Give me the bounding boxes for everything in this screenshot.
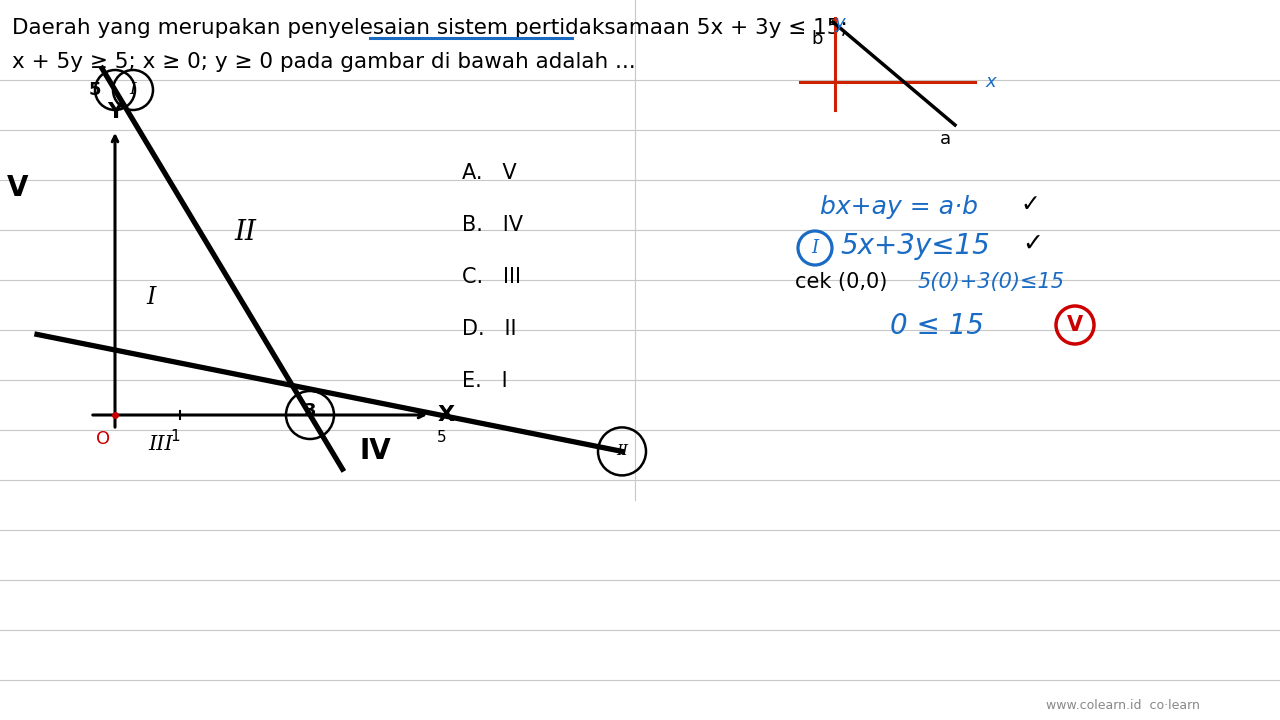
Text: 0 ≤ 15: 0 ≤ 15	[890, 312, 984, 340]
Text: E.   I: E. I	[462, 371, 508, 391]
Text: 5: 5	[438, 430, 447, 445]
Text: IV: IV	[360, 437, 390, 464]
Text: I: I	[129, 81, 136, 99]
Text: I: I	[146, 287, 155, 310]
Text: ✓: ✓	[1020, 192, 1039, 216]
Text: A.   V: A. V	[462, 163, 517, 183]
Text: D.   II: D. II	[462, 319, 517, 339]
Text: ✓: ✓	[1021, 232, 1043, 256]
Text: x + 5y ≥ 5; x ≥ 0; y ≥ 0 pada gambar di bawah adalah ...: x + 5y ≥ 5; x ≥ 0; y ≥ 0 pada gambar di …	[12, 52, 636, 72]
Text: X: X	[438, 405, 456, 425]
Text: II: II	[616, 444, 628, 459]
Text: C.   III: C. III	[462, 267, 521, 287]
Text: II: II	[234, 220, 256, 246]
Text: B.   IV: B. IV	[462, 215, 524, 235]
Text: III: III	[148, 435, 173, 454]
Text: bx+ay = a·b: bx+ay = a·b	[820, 195, 978, 219]
Text: V: V	[6, 174, 28, 202]
Text: 5: 5	[88, 81, 101, 99]
Text: x: x	[986, 73, 996, 91]
Text: 1: 1	[170, 429, 179, 444]
Text: 5x+3y≤15: 5x+3y≤15	[840, 232, 989, 260]
Text: I: I	[812, 239, 819, 257]
Text: Y: Y	[108, 102, 123, 122]
Text: www.colearn.id  co·learn: www.colearn.id co·learn	[1046, 699, 1201, 712]
Text: 5(0)+3(0)≤15: 5(0)+3(0)≤15	[918, 272, 1065, 292]
Text: y: y	[835, 14, 845, 32]
Text: 3: 3	[303, 402, 316, 420]
Text: b: b	[812, 30, 823, 48]
Text: cek (0,0): cek (0,0)	[795, 272, 887, 292]
Text: a: a	[940, 130, 951, 148]
Text: O: O	[96, 430, 110, 448]
Text: Daerah yang merupakan penyelesaian sistem pertidaksamaan 5x + 3y ≤ 15;: Daerah yang merupakan penyelesaian siste…	[12, 18, 847, 38]
Text: V: V	[1068, 315, 1083, 335]
